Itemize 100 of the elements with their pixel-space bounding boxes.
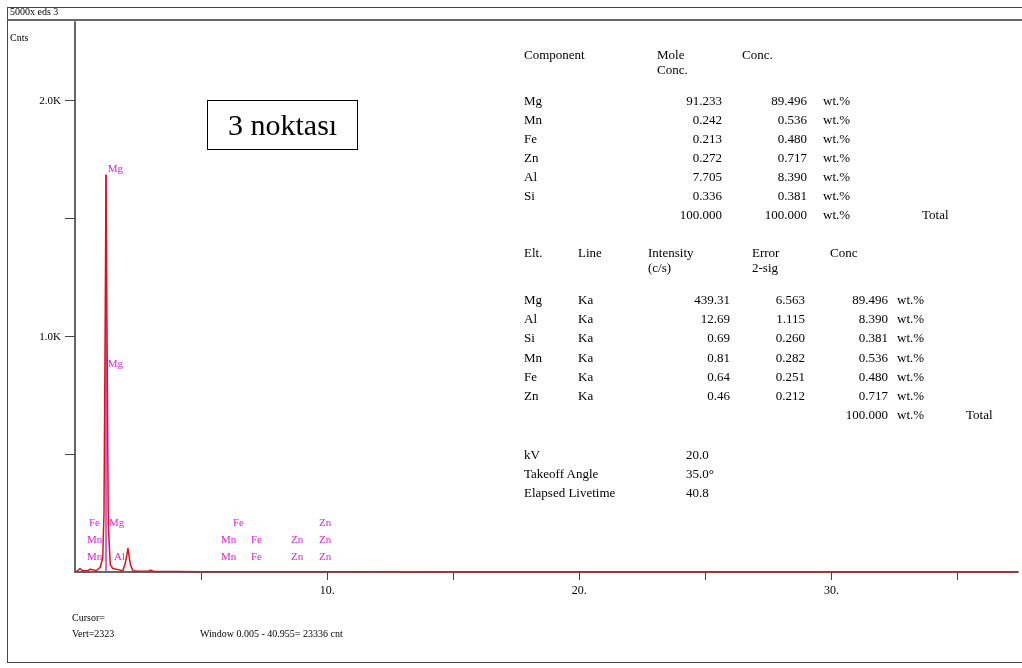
- annotation: 439.31: [693, 292, 730, 307]
- annotation: 7.705: [691, 169, 722, 184]
- annotation: 3 noktası: [207, 100, 359, 150]
- annotation: 20.0: [686, 447, 709, 462]
- annotation: Al: [524, 169, 537, 184]
- annotation: Mn: [524, 112, 543, 127]
- annotation: Zn: [524, 388, 539, 403]
- annotation: 0.381: [776, 188, 807, 203]
- text: Cursor=: [72, 611, 105, 625]
- annotation: Ka: [578, 292, 594, 307]
- annotation: 100.000: [844, 407, 888, 422]
- annotation: Intensity (c/s): [648, 245, 695, 275]
- annotation: wt.%: [897, 369, 925, 384]
- annotation: Zn: [524, 150, 539, 165]
- annotation: 1.115: [776, 311, 805, 326]
- annotation: Zn: [319, 533, 332, 545]
- annotation: 0.717: [776, 150, 807, 165]
- annotation: wt.%: [823, 93, 851, 108]
- annotation: Ka: [578, 311, 594, 326]
- annotation: Fe: [251, 533, 262, 545]
- annotation: Mn: [221, 533, 237, 545]
- annotation: 6.563: [775, 292, 805, 307]
- annotation: Zn: [319, 516, 332, 528]
- x-tick-label: 30.: [823, 583, 839, 597]
- annotation: 0.536: [776, 112, 807, 127]
- annotation: kV: [524, 447, 540, 462]
- annotation: Mg: [524, 93, 543, 108]
- annotation: 0.381: [857, 330, 888, 345]
- annotation: Zn: [319, 550, 332, 562]
- annotation: Ka: [578, 388, 594, 403]
- annotation: 0.81: [706, 350, 730, 365]
- annotation: Conc: [830, 245, 858, 260]
- annotation: wt.%: [897, 407, 925, 422]
- annotation: 0.480: [776, 131, 807, 146]
- annotation: Total: [966, 407, 993, 422]
- annotation: 0.213: [691, 131, 722, 146]
- annotation: Elapsed Livetime: [524, 485, 616, 500]
- y-tick-label: 1.0K: [39, 329, 62, 342]
- annotation: Zn: [291, 550, 304, 562]
- annotation: 40.8: [686, 485, 709, 500]
- annotation: 89.496: [770, 93, 807, 108]
- annotation: 0.480: [857, 369, 888, 384]
- annotation: wt.%: [823, 188, 851, 203]
- x-tick-label: 20.: [571, 583, 587, 597]
- annotation: Fe: [524, 369, 537, 384]
- text: Window 0.005 - 40.955= 23336 cnt: [200, 627, 343, 641]
- annotation: wt.%: [897, 330, 925, 345]
- annotation: Fe: [251, 550, 262, 562]
- annotation: Elt.: [524, 245, 543, 260]
- annotation: 0.282: [775, 350, 805, 365]
- annotation: wt.%: [897, 350, 925, 365]
- annotation: Mn: [87, 533, 103, 545]
- annotation: 0.212: [775, 388, 805, 403]
- annotation: Fe: [233, 516, 244, 528]
- annotation: 0.69: [706, 330, 730, 345]
- annotation: Mole Conc.: [657, 47, 689, 77]
- annotation: Al: [114, 550, 125, 562]
- annotation: Component: [524, 47, 585, 62]
- annotation: 35.0°: [686, 466, 714, 481]
- annotation: 0.717: [857, 388, 888, 403]
- annotation: 0.260: [775, 330, 805, 345]
- annotation: Ka: [578, 330, 594, 345]
- annotation: Error 2-sig: [752, 245, 781, 275]
- text: Vert=2323: [72, 627, 115, 641]
- annotation: Fe: [89, 516, 100, 528]
- annotation: wt.%: [897, 388, 925, 403]
- annotation: 100.000: [763, 207, 807, 222]
- annotation: Si: [524, 330, 535, 345]
- annotation: Conc.: [742, 47, 773, 62]
- annotation: 0.242: [691, 112, 722, 127]
- annotation: Ka: [578, 369, 594, 384]
- annotation: Ka: [578, 350, 594, 365]
- annotation: wt.%: [823, 207, 851, 222]
- annotation: wt.%: [823, 150, 851, 165]
- annotation: wt.%: [897, 292, 925, 307]
- annotation: Mg: [524, 292, 543, 307]
- y-tick-label: 2.0K: [39, 93, 62, 106]
- annotation: Mn: [524, 350, 543, 365]
- annotation: Mg: [107, 161, 124, 174]
- annotation: Fe: [524, 131, 537, 146]
- annotation: Si: [524, 188, 535, 203]
- annotation: Line: [578, 245, 602, 260]
- annotation: wt.%: [823, 169, 851, 184]
- annotation: 89.496: [851, 292, 888, 307]
- annotation: Al: [524, 311, 537, 326]
- annotation: Mg: [109, 516, 125, 528]
- annotation: wt.%: [823, 112, 851, 127]
- annotation: Mn: [221, 550, 237, 562]
- annotation: Takeoff Angle: [524, 466, 599, 481]
- annotation: 91.233: [685, 93, 722, 108]
- annotation: 0.536: [857, 350, 888, 365]
- annotation: 0.64: [706, 369, 730, 384]
- annotation: 0.46: [706, 388, 730, 403]
- chart-title: 5000x eds 3: [10, 6, 59, 18]
- annotation: 8.390: [857, 311, 888, 326]
- y-axis-title: Cnts: [10, 31, 29, 45]
- annotation: wt.%: [823, 131, 851, 146]
- annotation: Total: [922, 207, 949, 222]
- annotation: 0.272: [691, 150, 722, 165]
- annotation: wt.%: [897, 311, 925, 326]
